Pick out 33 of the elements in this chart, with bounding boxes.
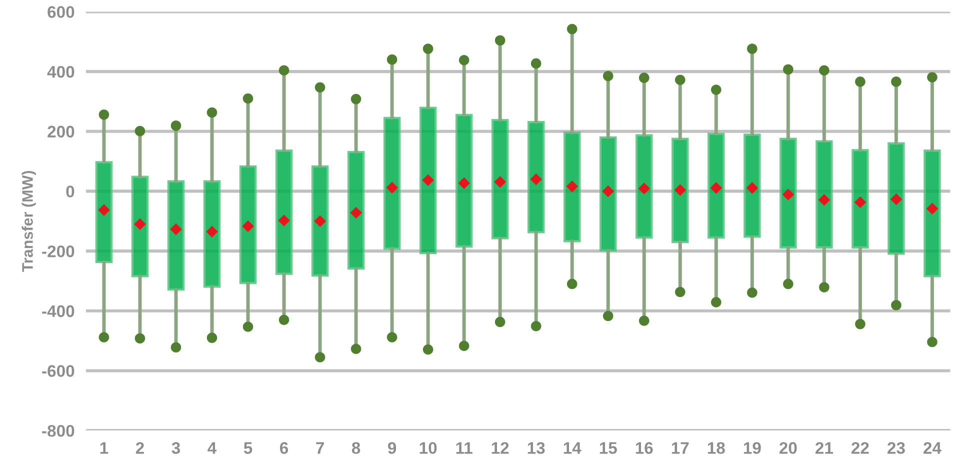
y-tick-label: -600 [42,365,74,377]
y-tick-label: 600 [48,6,74,18]
x-tick-label: 13 [528,442,545,454]
x-tick-label: 19 [744,442,761,454]
x-tick-label: 21 [815,442,833,454]
x-tick-label: 15 [600,442,617,454]
x-tick-label: 9 [388,442,396,454]
x-tick-label: 22 [852,442,869,454]
y-tick-label: -400 [42,305,74,318]
y-tick-label: 200 [48,126,74,138]
x-tick-label: 18 [708,442,725,454]
x-tick-label: 12 [492,442,509,454]
x-tick-label: 24 [924,442,942,454]
y-axis-title: Transfer (MW) [22,170,36,272]
x-tick-label: 1 [100,442,108,454]
y-tick-label: 0 [66,186,74,198]
y-tick-label: -200 [42,245,74,258]
x-tick-label: 17 [672,442,689,454]
x-tick-label: 20 [779,442,797,454]
x-tick-label: 6 [280,442,288,454]
x-tick-label: 10 [420,442,437,454]
x-tick-label: 14 [564,442,582,454]
x-tick-label: 4 [208,442,217,454]
x-tick-label: 8 [352,442,360,454]
x-tick-label: 7 [316,442,324,454]
y-tick-label: -800 [42,424,74,437]
x-tick-label: 23 [888,442,905,454]
x-tick-label: 3 [172,442,180,454]
x-tick-label: 5 [244,442,252,454]
x-tick-label: 2 [136,442,144,454]
x-tick-label: 16 [636,442,653,454]
y-tick-label: 400 [47,66,74,78]
x-tick-label: 11 [456,442,472,454]
